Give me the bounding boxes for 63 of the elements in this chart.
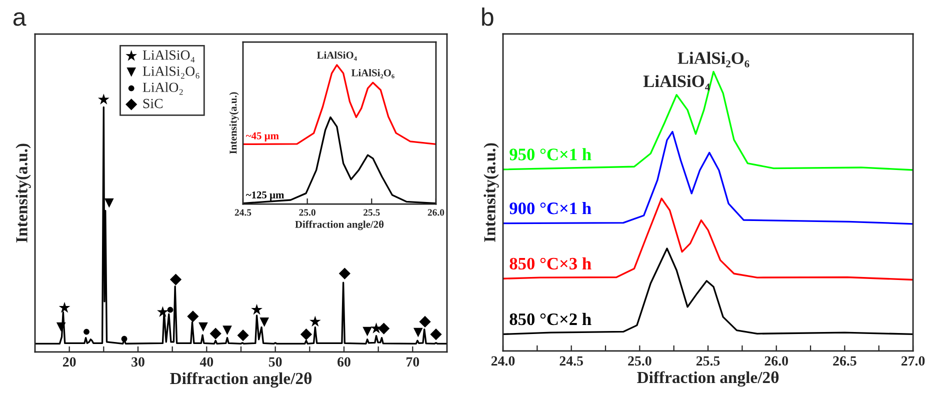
point	[300, 328, 312, 340]
point	[56, 322, 66, 332]
y-axis-title: Intensity(a.u.)	[484, 143, 499, 242]
x-tick-label: 24.5	[560, 356, 583, 366]
x-tick-label: 26.0	[428, 209, 444, 216]
legend-label: SiC	[143, 98, 163, 108]
series-label: 900 °C×1 h	[510, 202, 592, 214]
x-tick-label: 26.5	[833, 356, 856, 366]
point	[413, 328, 423, 338]
point	[104, 198, 114, 208]
point	[198, 322, 208, 332]
point	[430, 328, 442, 340]
point	[98, 94, 110, 104]
x-tick-label: 20	[62, 357, 76, 367]
x-tick-label: 25.0	[299, 209, 316, 216]
series-label: 850 °C×3 h	[510, 257, 592, 270]
legend-label: LiAlO₂	[142, 82, 183, 95]
x-tick-label: 25.5	[364, 209, 380, 216]
point	[187, 310, 199, 322]
x-tick-label: 50	[268, 357, 282, 367]
x-tick-label: 24.0	[491, 356, 515, 366]
x-tick-label: 60	[338, 357, 350, 367]
legend-label: LiAlSi₂O₆	[142, 66, 200, 79]
x-axis-title: Diffraction angle/2θ	[170, 372, 312, 388]
point	[251, 304, 263, 315]
point	[156, 306, 168, 317]
x-axis-title: Diffraction angle/2θ	[295, 220, 384, 230]
point	[419, 316, 431, 328]
annotation: LiAlSiO₄	[643, 74, 710, 90]
point	[260, 318, 269, 327]
annotation: LiAlSi₂O₆	[678, 52, 750, 68]
x-tick-label: 30	[132, 357, 144, 367]
series-label: 850 °C×2 h	[510, 312, 592, 326]
series-label: ~125 µm	[246, 191, 284, 201]
annotation: LiAlSi₂O₆	[351, 69, 394, 78]
y-axis-title: Intensity(a.u.)	[229, 92, 239, 154]
x-tick-label: 25.0	[628, 356, 652, 366]
point	[58, 302, 70, 313]
x-tick-label: 25.5	[696, 356, 720, 366]
point	[170, 274, 182, 286]
point	[362, 326, 372, 336]
chart-title: a	[13, 12, 26, 26]
x-tick-label: 70	[406, 357, 420, 367]
point	[167, 306, 174, 313]
annotation: LiAlSiO₄	[316, 51, 357, 61]
point	[222, 326, 232, 335]
point	[378, 322, 390, 334]
point	[121, 336, 128, 342]
point	[237, 330, 249, 342]
chart-title: b	[482, 7, 494, 26]
point	[338, 268, 350, 280]
point	[309, 316, 321, 327]
x-tick-label: 24.5	[234, 209, 252, 216]
series-label: 950 °C×1 h	[510, 148, 592, 160]
x-tick-label: 40	[200, 357, 214, 367]
x-axis-title: Diffraction angle/2θ	[637, 371, 779, 387]
point	[84, 328, 90, 335]
y-axis-title: Intensity(a.u.)	[16, 144, 31, 242]
series-label: ~45 µm	[246, 132, 279, 142]
x-tick-label: 26.0	[764, 356, 788, 366]
point	[210, 328, 222, 340]
legend-label: LiAlSiO₄	[142, 50, 195, 62]
x-tick-label: 27.0	[901, 356, 925, 366]
